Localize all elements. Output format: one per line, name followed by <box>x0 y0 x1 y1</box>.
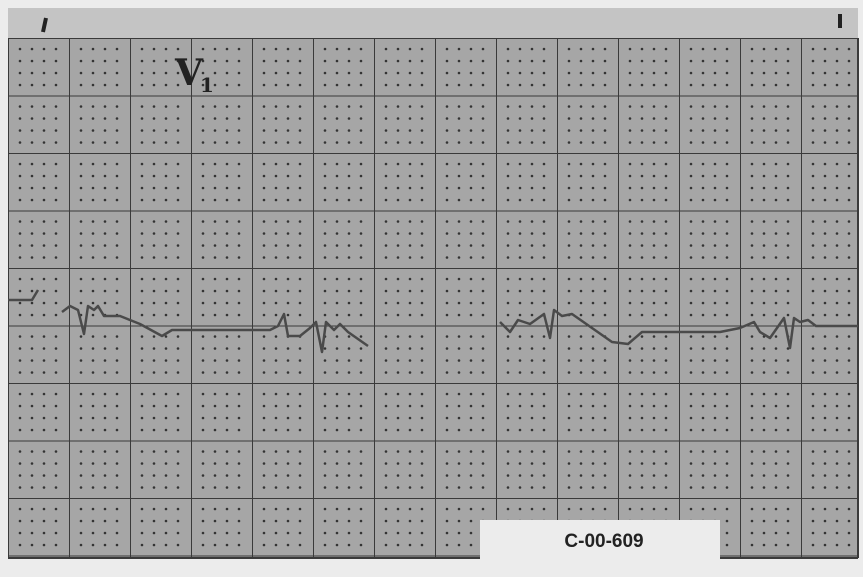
paper-top-strip <box>8 8 858 38</box>
figure-id: C-00-609 <box>564 531 643 552</box>
lead-subscript: 1 <box>200 73 214 97</box>
ecg-photo: V 1 C-00-609 <box>0 0 863 577</box>
page: V 1 C-00-609 (() => { const data = JSON.… <box>0 0 863 577</box>
ecg-grid <box>8 38 858 558</box>
